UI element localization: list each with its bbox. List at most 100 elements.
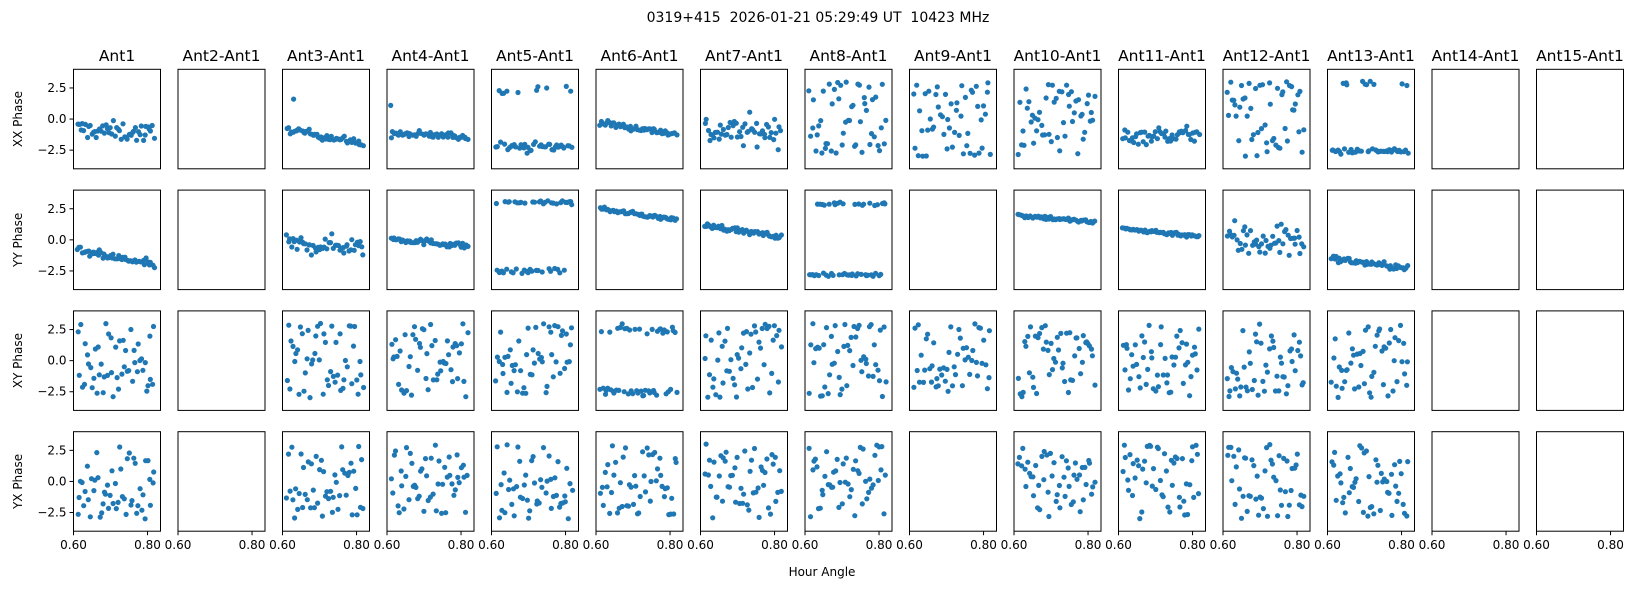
data-point (496, 515, 503, 521)
data-point (772, 454, 778, 460)
data-point (494, 444, 500, 450)
data-point (1064, 82, 1070, 88)
data-point (1069, 118, 1076, 125)
data-point (1333, 383, 1339, 389)
data-point (958, 113, 964, 119)
data-point (1369, 373, 1375, 379)
data-point (429, 343, 435, 349)
data-point (421, 327, 427, 333)
data-point (828, 333, 835, 339)
data-point (1237, 240, 1243, 247)
data-point (291, 96, 297, 102)
data-point (711, 376, 717, 382)
data-point (875, 143, 881, 149)
data-point (875, 477, 881, 484)
data-point (669, 495, 675, 501)
data-point (408, 392, 415, 398)
data-point (1281, 374, 1287, 380)
data-point (533, 324, 539, 330)
data-point (839, 142, 845, 148)
data-point (1080, 136, 1086, 142)
data-point (1224, 376, 1230, 382)
data-point (1405, 459, 1411, 465)
data-point (1258, 340, 1264, 346)
data-point (99, 510, 105, 516)
data-point (553, 359, 559, 365)
data-point (1056, 482, 1062, 489)
data-point (110, 118, 116, 124)
data-point (500, 361, 506, 368)
data-point (625, 503, 632, 509)
data-point (298, 235, 304, 241)
data-point (421, 508, 427, 514)
data-point (451, 492, 457, 498)
data-point (1076, 345, 1082, 352)
data-point (1153, 388, 1159, 394)
data-point (333, 479, 339, 485)
data-point (862, 101, 868, 107)
data-point (313, 453, 319, 459)
data-point (845, 481, 851, 487)
data-point (1125, 487, 1132, 493)
data-point (1283, 227, 1289, 233)
data-point (1371, 511, 1377, 517)
data-point (115, 499, 121, 505)
data-point (740, 500, 746, 506)
data-point (879, 393, 886, 400)
data-point (140, 492, 146, 498)
data-point (602, 469, 608, 475)
data-point (1345, 454, 1351, 460)
data-point (349, 512, 355, 518)
data-point (1125, 387, 1132, 393)
data-point (81, 503, 87, 509)
data-point (959, 383, 966, 389)
data-point (942, 91, 949, 97)
data-point (872, 452, 878, 458)
data-point (944, 146, 950, 152)
data-point (1177, 327, 1183, 334)
data-point (820, 88, 826, 94)
data-point (1375, 462, 1381, 468)
data-point (509, 501, 515, 507)
x-tick-label: 0.80 (1075, 538, 1102, 552)
data-point (605, 462, 611, 468)
data-point (507, 477, 513, 483)
data-point (348, 460, 354, 466)
data-point (360, 143, 366, 149)
row-label: XY Phase (11, 333, 25, 388)
data-point (828, 148, 834, 154)
x-tick-label: 0.80 (343, 538, 370, 552)
data-point (536, 500, 542, 506)
data-point (1244, 232, 1250, 238)
data-point (863, 356, 869, 362)
data-point (1260, 233, 1266, 239)
data-point (1396, 338, 1402, 344)
data-point (810, 125, 816, 131)
data-point (1254, 153, 1260, 159)
data-point (115, 386, 122, 392)
data-point (423, 375, 429, 382)
data-point (1019, 463, 1025, 469)
data-point (1068, 89, 1074, 95)
data-point (1054, 134, 1060, 141)
data-point (965, 130, 971, 136)
data-point (814, 132, 820, 138)
data-point (300, 464, 307, 471)
data-point (500, 270, 506, 276)
data-point (1155, 384, 1161, 390)
data-point (75, 511, 81, 517)
x-tick-label: 0.80 (134, 538, 161, 552)
data-point (837, 392, 843, 398)
y-tick-label: −2.5 (37, 143, 66, 157)
data-point (1148, 138, 1154, 144)
data-point (396, 381, 402, 387)
data-point (720, 380, 726, 386)
data-point (350, 343, 357, 349)
data-point (1232, 102, 1238, 108)
data-point (724, 325, 731, 331)
data-point (702, 120, 709, 126)
data-point (1180, 380, 1186, 386)
data-point (1080, 497, 1086, 503)
data-point (1026, 370, 1032, 376)
data-point (825, 391, 831, 397)
